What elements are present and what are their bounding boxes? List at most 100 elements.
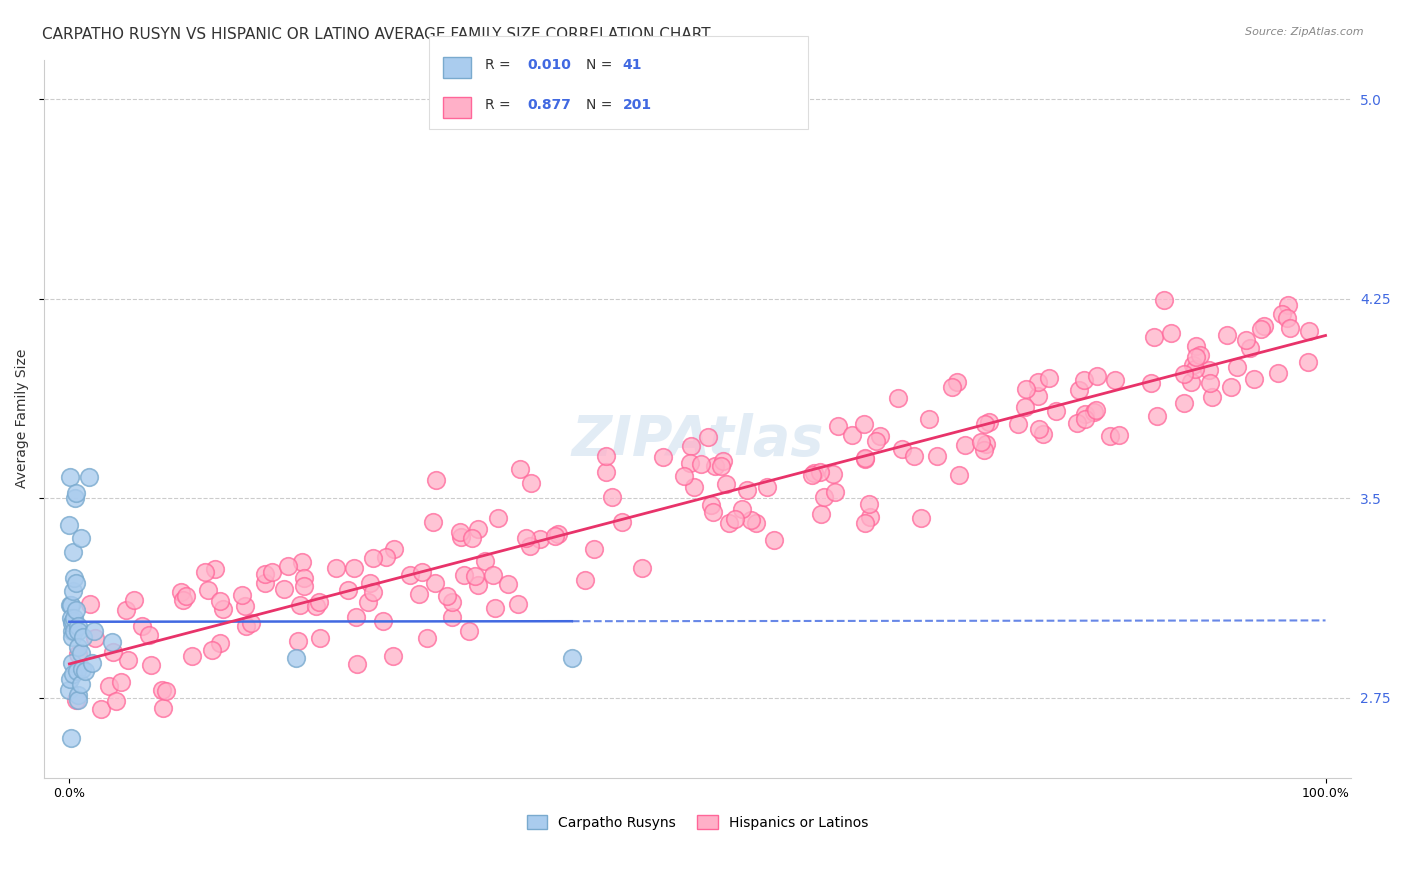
Point	[422, 515, 444, 529]
Point	[724, 512, 747, 526]
Point	[689, 457, 711, 471]
Point	[62, 666, 84, 681]
Point	[208, 636, 231, 650]
Point	[547, 527, 569, 541]
Point	[529, 532, 551, 546]
Point	[344, 609, 367, 624]
Point	[60, 630, 83, 644]
Point	[449, 524, 471, 539]
Point	[152, 683, 174, 698]
Point	[288, 598, 311, 612]
Point	[1104, 373, 1126, 387]
Point	[679, 456, 702, 470]
Point	[201, 643, 224, 657]
Point	[66, 624, 89, 639]
Point	[441, 595, 464, 609]
Point	[58, 470, 80, 484]
Point	[1277, 310, 1299, 325]
Point	[371, 614, 394, 628]
Point	[453, 567, 475, 582]
Point	[63, 611, 86, 625]
Point	[1032, 427, 1054, 442]
Point	[651, 450, 673, 464]
Point	[1007, 417, 1029, 431]
Point	[84, 631, 107, 645]
Point	[1038, 371, 1060, 385]
Point	[273, 582, 295, 596]
Point	[955, 438, 977, 452]
Point	[197, 583, 219, 598]
Point	[309, 631, 332, 645]
Point	[1189, 348, 1212, 362]
Point	[361, 585, 384, 599]
Point	[1219, 380, 1241, 394]
Point	[399, 567, 422, 582]
Point	[101, 635, 124, 649]
Point	[1277, 298, 1299, 312]
Point	[72, 630, 94, 644]
Point	[308, 595, 330, 609]
Point	[60, 624, 83, 639]
Point	[304, 599, 326, 613]
Point	[117, 653, 139, 667]
Point	[1085, 368, 1108, 383]
Point	[194, 565, 217, 579]
Point	[509, 462, 531, 476]
Point	[1243, 372, 1265, 386]
Point	[841, 428, 863, 442]
Point	[181, 649, 204, 664]
Point	[63, 491, 86, 506]
Point	[65, 486, 87, 500]
Point	[710, 458, 733, 473]
Point	[62, 584, 84, 599]
Point	[582, 542, 605, 557]
Point	[1142, 330, 1164, 344]
Point	[1153, 293, 1175, 308]
Point	[1066, 416, 1088, 430]
Point	[60, 656, 83, 670]
Point	[79, 598, 101, 612]
Point	[450, 530, 472, 544]
Point	[138, 628, 160, 642]
Point	[561, 651, 583, 665]
Point	[1045, 404, 1067, 418]
Point	[1108, 428, 1130, 442]
Point	[204, 562, 226, 576]
Text: Source: ZipAtlas.com: Source: ZipAtlas.com	[1246, 27, 1364, 37]
Point	[292, 571, 315, 585]
Point	[70, 531, 93, 545]
Point	[83, 624, 105, 639]
Point	[233, 599, 256, 614]
Point	[1099, 428, 1122, 442]
Point	[359, 575, 381, 590]
Point	[600, 490, 623, 504]
Point	[1201, 390, 1223, 404]
Point	[1267, 366, 1289, 380]
Point	[65, 693, 87, 707]
Point	[948, 467, 970, 482]
Point	[254, 576, 277, 591]
Point	[408, 587, 430, 601]
Point	[702, 505, 724, 519]
Point	[482, 568, 505, 582]
Point	[211, 602, 233, 616]
Point	[974, 437, 997, 451]
Point	[75, 664, 97, 678]
Point	[115, 603, 138, 617]
Point	[292, 579, 315, 593]
Text: N =: N =	[586, 98, 613, 112]
Point	[101, 645, 124, 659]
Point	[853, 451, 876, 466]
Point	[384, 541, 406, 556]
Point	[1074, 407, 1097, 421]
Point	[803, 466, 825, 480]
Point	[235, 618, 257, 632]
Point	[1146, 409, 1168, 424]
Point	[1180, 375, 1202, 389]
Point	[519, 539, 541, 553]
Point	[1182, 358, 1205, 372]
Point	[240, 615, 263, 630]
Point	[700, 498, 723, 512]
Point	[731, 501, 754, 516]
Point	[1234, 334, 1257, 348]
